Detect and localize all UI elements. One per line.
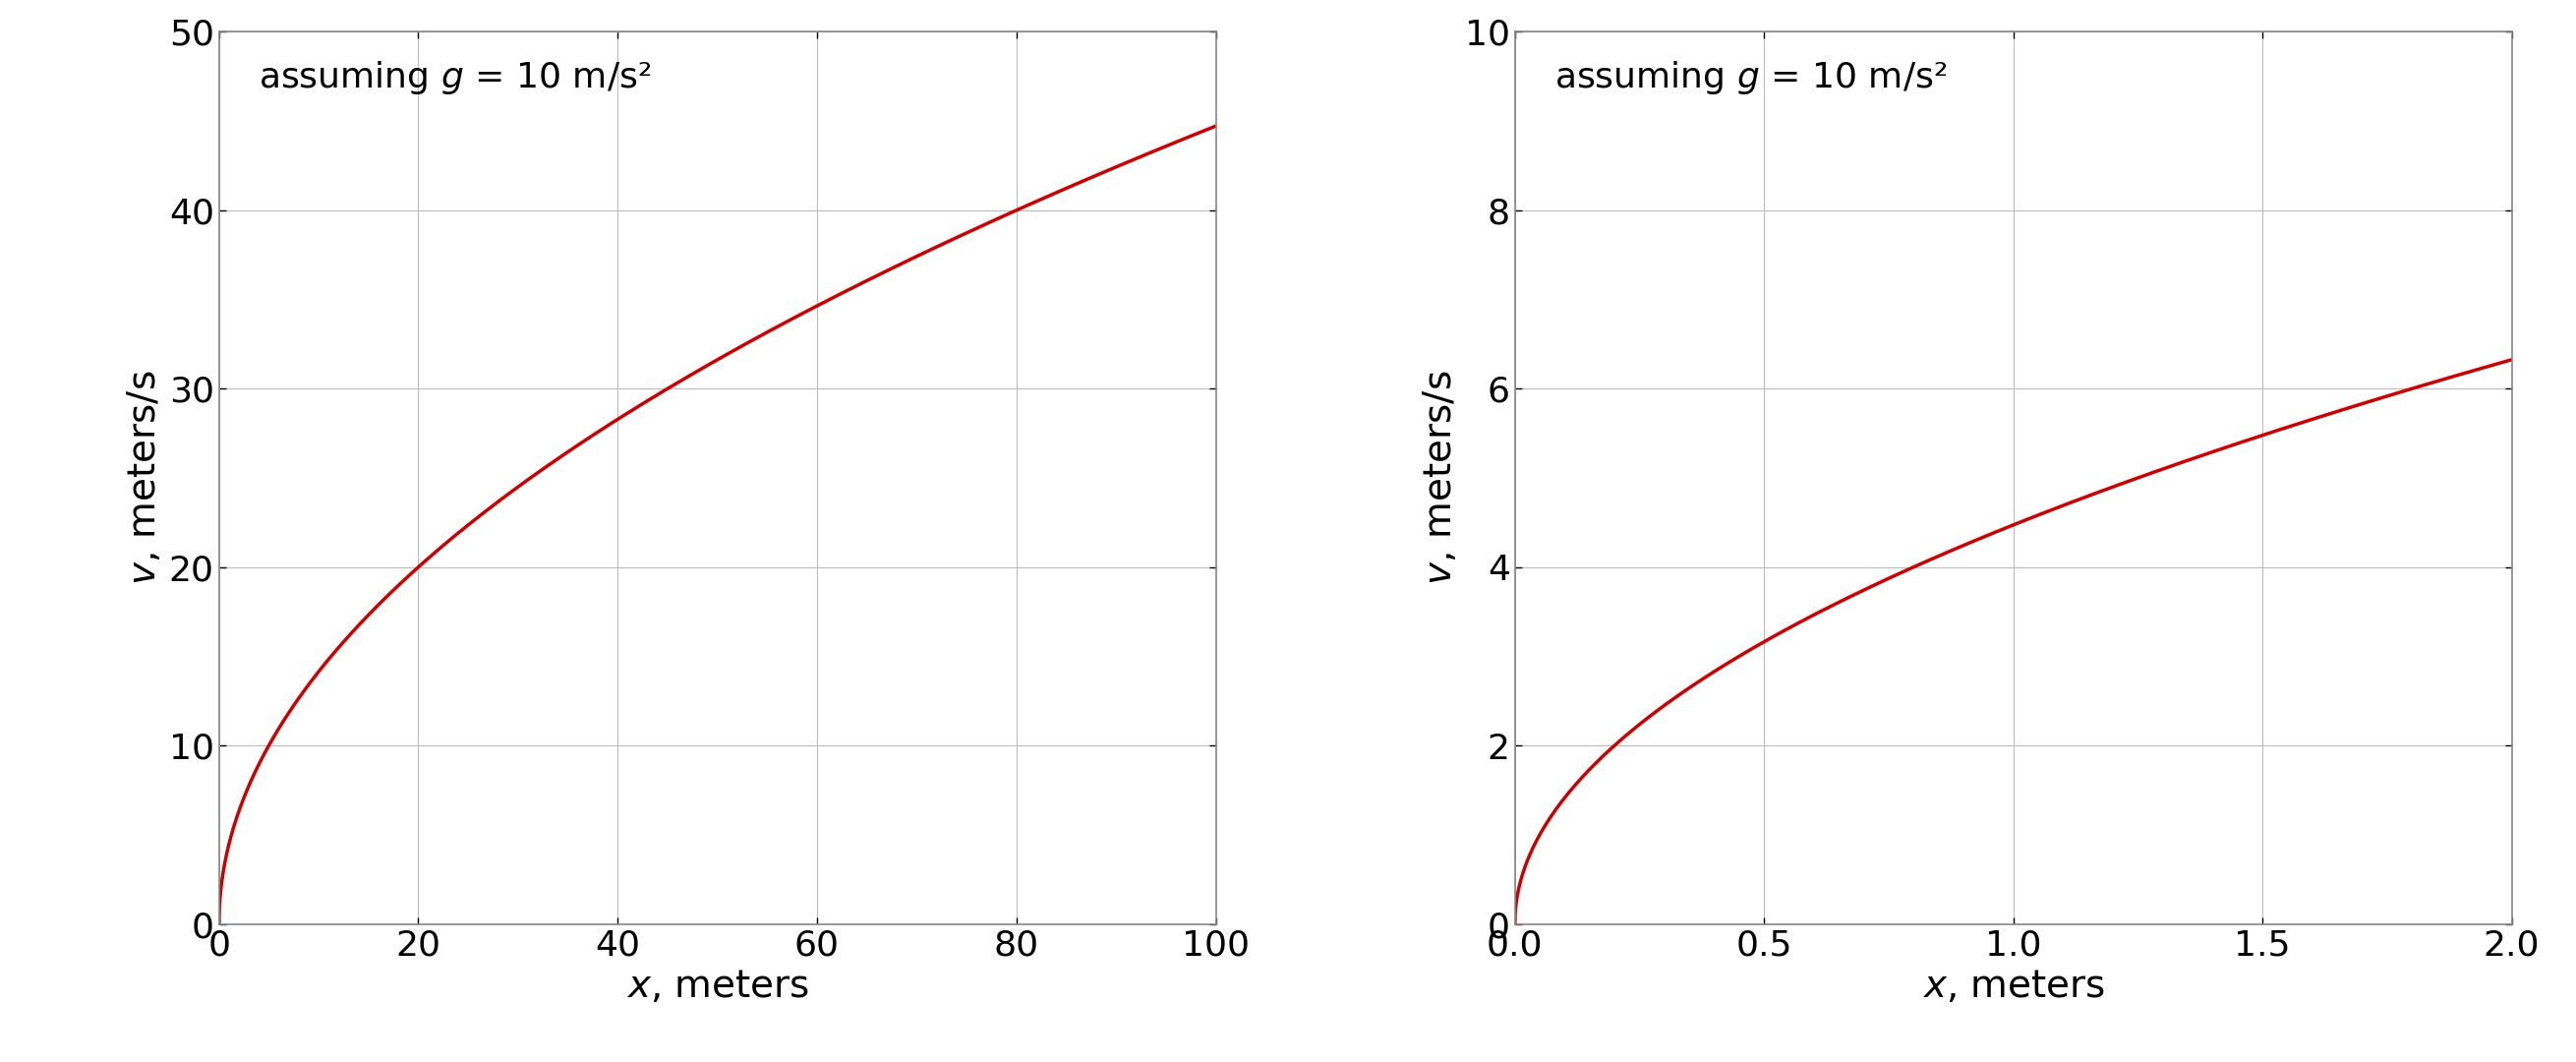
X-axis label: $x$, meters: $x$, meters <box>626 967 809 1005</box>
Text: assuming $g$ = 10 m/s²: assuming $g$ = 10 m/s² <box>258 58 652 96</box>
X-axis label: $x$, meters: $x$, meters <box>1922 967 2105 1005</box>
Y-axis label: $v$, meters/s: $v$, meters/s <box>126 371 162 585</box>
Text: assuming $g$ = 10 m/s²: assuming $g$ = 10 m/s² <box>1556 58 1947 96</box>
Y-axis label: $v$, meters/s: $v$, meters/s <box>1422 371 1461 585</box>
